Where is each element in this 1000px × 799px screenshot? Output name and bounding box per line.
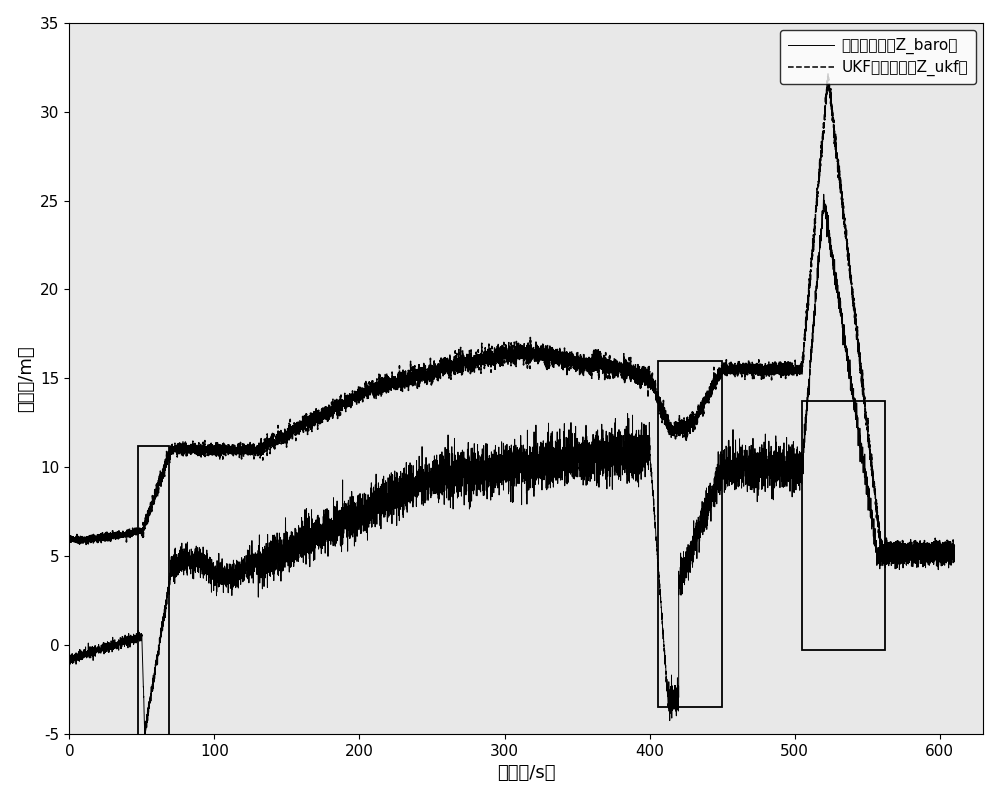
气压计高度（Z_baro） — [139, 732, 151, 741]
X-axis label: 时间（/s）: 时间（/s） — [497, 765, 556, 782]
UKF滤波高度（Z_ukf） — [124, 527, 136, 536]
UKF滤波高度（Z_ukf） — [375, 384, 387, 393]
UKF滤波高度（Z_ukf） — [948, 542, 960, 551]
Line: UKF滤波高度（Z_ukf）: UKF滤波高度（Z_ukf） — [69, 74, 954, 560]
气压计高度（Z_baro） — [535, 441, 547, 451]
Bar — [658, 360, 722, 707]
UKF滤波高度（Z_ukf） — [331, 408, 343, 418]
UKF滤波高度（Z_ukf） — [63, 534, 75, 543]
Line: 气压计高度（Z_baro）: 气压计高度（Z_baro） — [69, 194, 954, 737]
UKF滤波高度（Z_ukf） — [876, 555, 888, 565]
气压计高度（Z_baro） — [948, 554, 960, 563]
Bar — [138, 446, 169, 739]
气压计高度（Z_baro） — [279, 539, 291, 549]
气压计高度（Z_baro） — [774, 456, 786, 466]
Bar — [802, 401, 885, 650]
UKF滤波高度（Z_ukf） — [250, 445, 262, 455]
Y-axis label: 高度（/m）: 高度（/m） — [17, 345, 35, 411]
气压计高度（Z_baro） — [187, 566, 199, 575]
UKF滤波高度（Z_ukf） — [876, 542, 888, 551]
气压计高度（Z_baro） — [840, 347, 852, 356]
UKF滤波高度（Z_ukf） — [316, 416, 328, 426]
UKF滤波高度（Z_ukf） — [822, 70, 834, 79]
气压计高度（Z_baro） — [818, 189, 830, 199]
Legend: 气压计高度（Z_baro）, UKF滤波高度（Z_ukf）: 气压计高度（Z_baro）, UKF滤波高度（Z_ukf） — [780, 30, 976, 84]
气压计高度（Z_baro） — [747, 481, 759, 491]
气压计高度（Z_baro） — [63, 654, 75, 663]
